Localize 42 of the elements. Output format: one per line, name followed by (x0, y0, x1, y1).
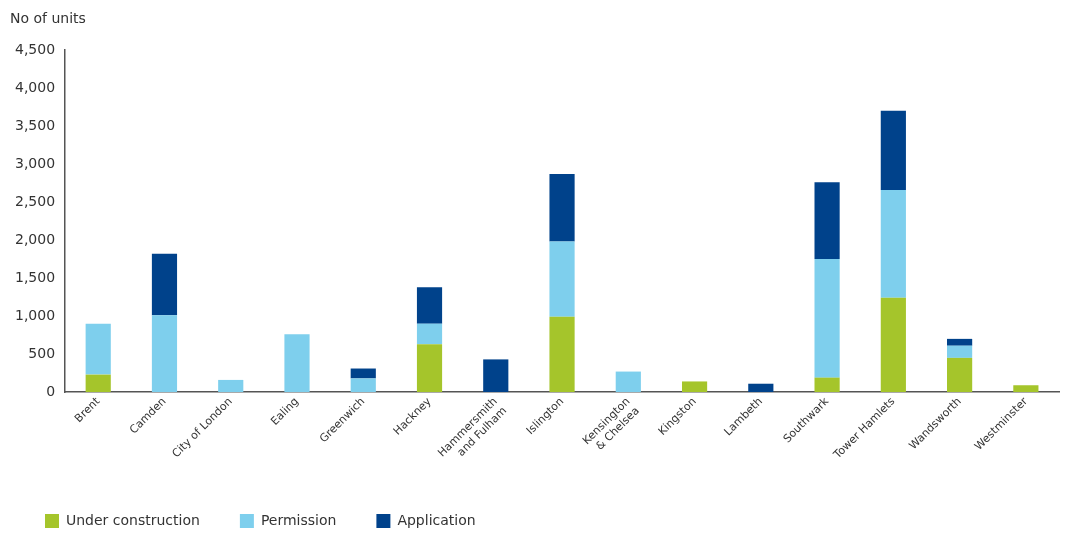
bar (947, 345, 973, 358)
y-tick-label: 4,000 (14, 78, 56, 95)
bar (880, 189, 906, 298)
bar (549, 316, 575, 393)
legend-label: Under construction (66, 511, 200, 528)
bar (549, 173, 575, 242)
y-tick-label: 2,000 (14, 230, 56, 247)
bar (880, 110, 906, 190)
y-tick-label: 3,000 (14, 154, 56, 171)
bar (350, 378, 376, 393)
bar (284, 334, 310, 393)
bar (350, 368, 376, 379)
bar (151, 253, 178, 316)
bar (814, 182, 840, 260)
y-tick-label: 1,500 (14, 268, 56, 285)
bar (681, 381, 708, 393)
bar (615, 371, 641, 393)
bar (947, 357, 973, 393)
bar (748, 383, 774, 393)
bar (1013, 385, 1039, 393)
y-tick-label: 1,000 (14, 306, 56, 323)
bar (85, 374, 111, 393)
y-tick-label: 2,500 (14, 192, 56, 209)
bar (416, 344, 443, 393)
legend-label: Application (397, 511, 476, 528)
y-tick-label: 4,500 (14, 40, 56, 57)
bar (549, 241, 575, 317)
bar (814, 259, 840, 378)
bar (947, 338, 973, 346)
legend-label: Permission (260, 511, 337, 528)
bar (880, 297, 906, 393)
y-tick-label: 0 (46, 382, 56, 399)
bar (814, 377, 840, 393)
bar (416, 323, 443, 345)
bar (151, 315, 178, 393)
y-axis-title: No of units (10, 10, 86, 26)
bar (218, 379, 244, 393)
bar (85, 323, 111, 375)
y-tick-label: 3,500 (14, 116, 56, 133)
bar (416, 287, 443, 324)
bar (483, 359, 509, 393)
y-tick-label: 500 (28, 344, 56, 361)
